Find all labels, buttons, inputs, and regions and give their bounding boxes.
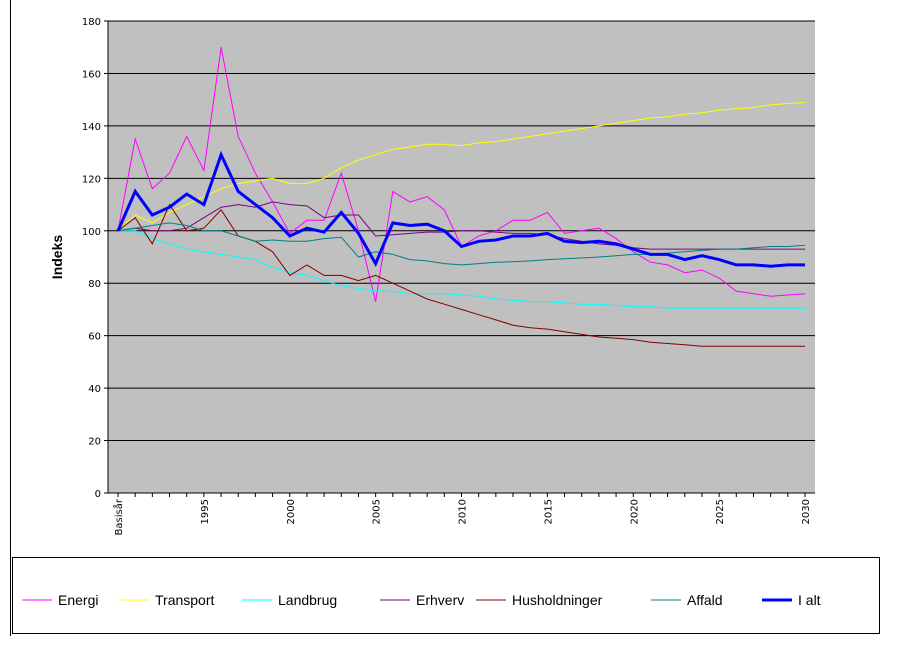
- x-tick-label: 2000: [286, 499, 297, 524]
- y-tick-label: 160: [82, 69, 101, 80]
- series-line: [118, 230, 805, 309]
- series-line: [116, 150, 805, 268]
- x-tick-label: 2015: [543, 499, 554, 524]
- series-line: [117, 101, 806, 232]
- x-tick-label: 2020: [629, 499, 640, 524]
- legend-label: I alt: [798, 592, 821, 608]
- legend-label: Husholdninger: [512, 592, 603, 608]
- y-tick-label: 0: [95, 489, 101, 500]
- legend-box: [12, 557, 880, 634]
- x-tick-label: 1995: [200, 499, 211, 524]
- y-tick-label: 20: [88, 437, 101, 448]
- x-tick-label: 2010: [458, 499, 469, 524]
- series-line: [117, 222, 806, 266]
- series-line: [117, 201, 805, 250]
- y-tick-label: 100: [82, 227, 101, 238]
- y-axis-title: Indeks: [49, 235, 65, 280]
- x-tick-label: Basisår: [112, 498, 125, 535]
- legend-label: Transport: [155, 592, 215, 608]
- x-tick-label: 2030: [801, 499, 812, 524]
- x-tick-label: 2005: [372, 499, 383, 524]
- y-tick-label: 180: [82, 17, 101, 28]
- y-tick-label: 80: [88, 279, 101, 290]
- series-line: [117, 203, 805, 347]
- legend-label: Erhverv: [416, 592, 464, 608]
- legend-label: Landbrug: [278, 592, 337, 608]
- y-tick-label: 120: [82, 174, 101, 185]
- y-tick-label: 140: [82, 122, 101, 133]
- legend-label: Affald: [687, 592, 723, 608]
- x-tick-label: 2025: [715, 499, 726, 524]
- legend-label: Energi: [58, 592, 98, 608]
- y-tick-label: 40: [88, 384, 101, 395]
- y-tick-label: 60: [88, 332, 101, 343]
